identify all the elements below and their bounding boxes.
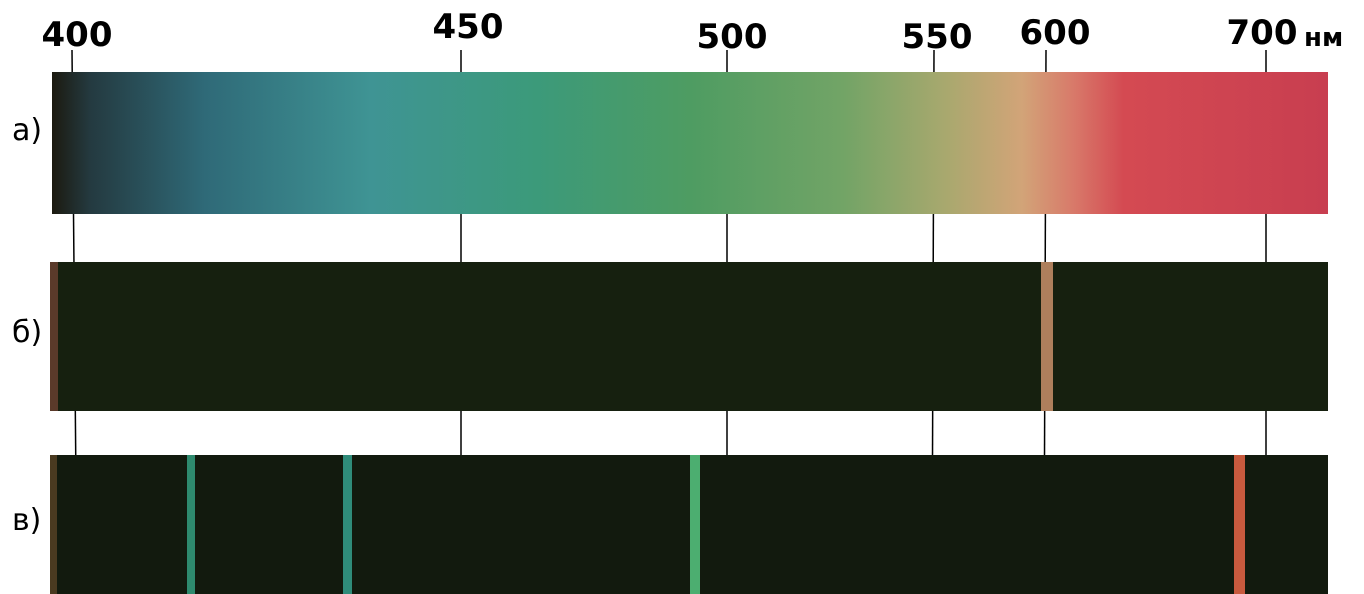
row-label: а) [12, 113, 42, 148]
unit-label: нм [1304, 23, 1343, 53]
scale-label: 400 [42, 15, 113, 55]
row-label: в) [12, 503, 41, 538]
scale-label: 500 [697, 17, 768, 57]
continuous-spectrum [52, 72, 1328, 214]
scale-label: 700 [1227, 13, 1298, 53]
scale-label: 600 [1020, 13, 1091, 53]
scale-label: 450 [433, 7, 504, 47]
emission-spectrum [50, 455, 1328, 594]
spectra-figure: 400 450 500 550 600 700 нм а) б) в) [0, 0, 1364, 594]
absorption-spectrum [50, 262, 1328, 411]
scale-label: 550 [902, 17, 973, 57]
row-label: б) [12, 315, 42, 350]
